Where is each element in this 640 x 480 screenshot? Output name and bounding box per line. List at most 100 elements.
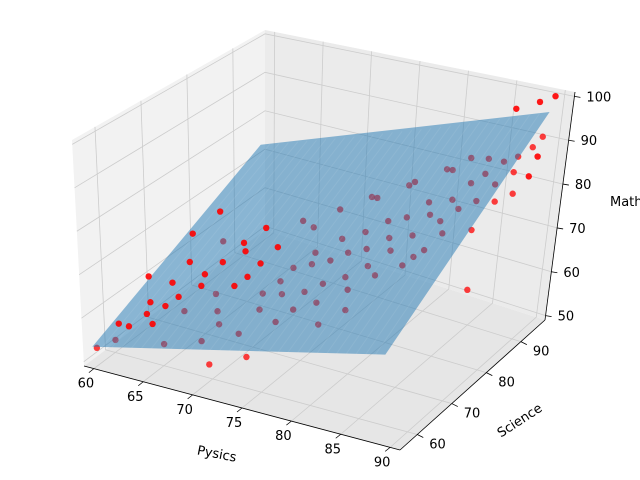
- x-tick-label: 90: [374, 455, 391, 470]
- plane-surface: [92, 112, 550, 355]
- x-tick-mark: [236, 407, 243, 413]
- data-point: [216, 208, 224, 215]
- plane-mesh-line: [248, 129, 413, 353]
- y-tick-mark: [520, 341, 528, 346]
- data-point: [147, 299, 154, 306]
- z-tick-label: 70: [569, 222, 586, 237]
- x-tick-mark: [384, 447, 391, 452]
- x-axis-label: Pysics: [196, 443, 238, 465]
- z-tick-mark: [568, 139, 575, 142]
- x-tick-label: 80: [275, 429, 292, 444]
- plane-mesh-line: [345, 117, 511, 355]
- data-point: [257, 260, 264, 267]
- x-tick-mark: [88, 368, 95, 373]
- plane-mesh-line: [101, 143, 271, 348]
- plane-mesh-line: [169, 138, 336, 351]
- data-point: [242, 248, 249, 255]
- x-tick-mark: [187, 394, 193, 400]
- z-axis-line: [544, 91, 576, 321]
- x-tick-mark: [335, 433, 341, 439]
- z-tick-label: 90: [581, 134, 598, 149]
- data-point: [206, 361, 213, 368]
- plane-mesh-line: [199, 135, 365, 351]
- data-point: [162, 302, 169, 310]
- grid-line-z: [74, 71, 569, 189]
- data-point: [513, 105, 520, 112]
- data-point: [186, 258, 193, 266]
- data-point: [149, 320, 156, 328]
- data-point: [539, 133, 546, 140]
- plane-mesh-line: [228, 132, 393, 352]
- plane-mesh-line: [296, 124, 461, 354]
- y-axis-label: Science: [495, 401, 545, 441]
- plane-mesh-line: [277, 126, 442, 354]
- x-tick-label: 85: [324, 442, 341, 457]
- y-tick-label: 90: [533, 345, 550, 360]
- data-point: [145, 273, 152, 280]
- data-point: [115, 320, 122, 327]
- x-tick-label: 60: [78, 377, 95, 392]
- data-point: [274, 243, 282, 251]
- data-point: [143, 310, 151, 318]
- y-tick-mark: [486, 372, 493, 376]
- z-tick-label: 50: [558, 310, 575, 325]
- x-tick-label: 75: [226, 416, 243, 431]
- y-tick-mark: [417, 434, 424, 438]
- data-point: [201, 271, 209, 278]
- plane-mesh-line: [140, 140, 308, 349]
- y-tick-label: 70: [464, 407, 481, 422]
- data-point: [552, 92, 559, 100]
- z-tick-mark: [557, 227, 564, 230]
- x-tick-mark: [286, 420, 292, 426]
- points-front-of-plane: [115, 92, 559, 330]
- plane-mesh-line: [218, 133, 384, 352]
- plane-mesh-line: [208, 134, 374, 352]
- data-point: [244, 273, 251, 281]
- plane-mesh-line: [335, 118, 501, 355]
- plane-mesh-line: [306, 122, 471, 354]
- z-tick-mark: [562, 183, 569, 186]
- plane-mesh-line: [150, 139, 317, 350]
- plane-mesh-line: [287, 125, 451, 354]
- x-tick-label: 65: [127, 390, 144, 405]
- z-tick-label: 80: [575, 178, 592, 193]
- y-tick-mark: [451, 403, 458, 407]
- tick-labels: 60 65 70 75 80 85 90 60 70 80 90 50 60 70 80 90 100: [78, 90, 612, 470]
- z-tick-mark: [545, 315, 552, 318]
- plane-mesh-line: [179, 137, 346, 351]
- data-point: [464, 286, 471, 294]
- plane-mesh-line: [257, 128, 422, 353]
- data-point: [189, 230, 196, 237]
- pane-left: [72, 30, 265, 366]
- data-point: [198, 282, 205, 290]
- plane-mesh-line: [316, 121, 481, 354]
- z-tick-label: 60: [563, 266, 580, 281]
- plane-mesh-line: [111, 143, 280, 348]
- data-point: [219, 258, 226, 266]
- plane-mesh-line: [365, 114, 530, 355]
- data-point: [536, 98, 544, 106]
- data-point: [529, 144, 536, 151]
- data-point: [509, 190, 516, 197]
- plane-mesh-line: [238, 131, 403, 353]
- z-tick-mark: [574, 95, 581, 98]
- data-point: [491, 198, 498, 205]
- data-point: [125, 323, 133, 330]
- fitted-plane: [92, 112, 550, 355]
- data-point: [510, 168, 517, 176]
- y-tick-label: 60: [429, 438, 446, 453]
- data-point: [240, 239, 248, 247]
- plane-mesh-line: [375, 113, 540, 355]
- plane-mesh-line: [130, 141, 299, 349]
- plane-mesh-line: [326, 120, 491, 355]
- plane-mesh-line: [267, 127, 432, 353]
- x-tick-mark: [138, 381, 144, 387]
- data-point: [243, 353, 250, 361]
- grid-line-z: [72, 33, 575, 145]
- data-point: [231, 282, 238, 290]
- y-tick-label: 80: [498, 376, 515, 391]
- z-tick-mark: [551, 271, 558, 274]
- data-point: [169, 279, 176, 286]
- data-point: [263, 224, 270, 232]
